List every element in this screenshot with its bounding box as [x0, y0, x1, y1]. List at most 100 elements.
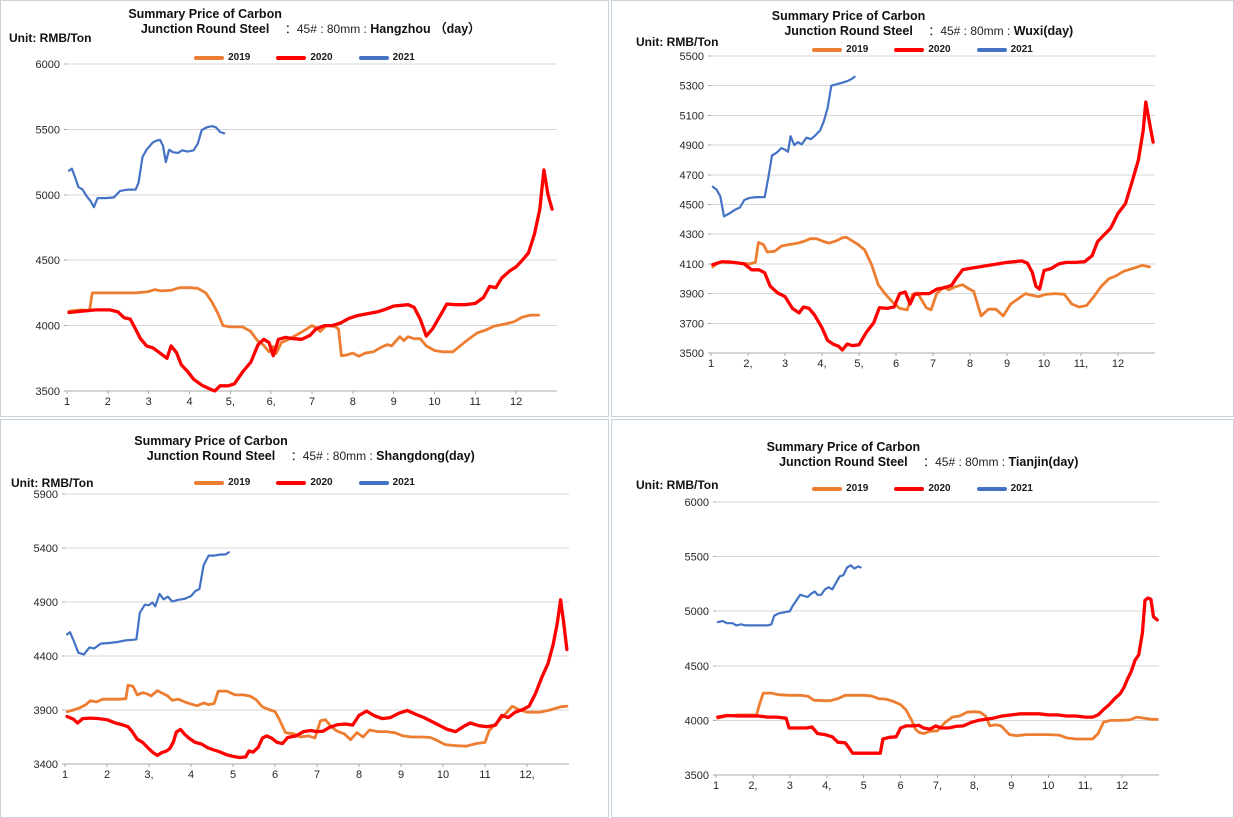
svg-text:11: 11	[479, 769, 490, 781]
legend-swatch-2021-icon	[976, 47, 1007, 52]
legend-item-2021: 2021	[976, 44, 1033, 55]
legend: 2019 2020 2021	[612, 44, 1233, 55]
svg-text:11: 11	[470, 396, 481, 408]
svg-text:4500: 4500	[680, 200, 704, 212]
svg-text:5500: 5500	[685, 552, 709, 564]
svg-text:3,: 3,	[144, 769, 153, 781]
svg-text:7: 7	[314, 769, 320, 781]
svg-text:5500: 5500	[680, 51, 704, 63]
chart-title-spec: ：45# : 80mm : Hangzhou （day）	[285, 18, 481, 37]
svg-text:6: 6	[893, 358, 899, 370]
svg-text:12,: 12,	[519, 769, 534, 781]
chart-title-main: Summary Price of Carbon Junction Round S…	[134, 434, 288, 464]
legend-label: 2020	[928, 44, 951, 55]
chart-title: Summary Price of Carbon Junction Round S…	[1, 434, 608, 464]
chart-title-main: Summary Price of Carbon Junction Round S…	[128, 7, 282, 37]
line-chart-shangdong: 5900 5400 4900 4400 3900 3400 1 2 3, 4 5 6 7 8 9 10 11 12…	[34, 489, 569, 781]
svg-text:3500: 3500	[685, 770, 709, 782]
svg-text:4: 4	[188, 769, 194, 781]
svg-text:1: 1	[713, 780, 719, 792]
svg-text:5500: 5500	[36, 124, 60, 136]
line-chart-tianjin: 6000 5500 5000 4500 4000 3500 1 2, 3 4, 5 6 7, 8, 9 10 1…	[685, 497, 1159, 792]
unit-label: Unit: RMB/Ton	[636, 35, 719, 49]
legend-item-2020: 2020	[894, 483, 951, 494]
legend-swatch-2021-icon	[358, 480, 389, 485]
legend: 2019 2020 2021	[612, 483, 1233, 494]
chart-title-main: Summary Price of Carbon Junction Round S…	[767, 440, 921, 470]
svg-text:9: 9	[391, 396, 397, 408]
svg-text:11,: 11,	[1078, 780, 1092, 792]
svg-text:1: 1	[708, 358, 714, 370]
svg-text:3900: 3900	[680, 289, 704, 301]
legend-item-2021: 2021	[976, 483, 1033, 494]
legend-label: 2020	[928, 483, 951, 494]
legend-swatch-2021-icon	[976, 486, 1007, 491]
svg-text:8,: 8,	[970, 780, 979, 792]
city-label: Hangzhou （day）	[370, 22, 481, 36]
svg-text:4500: 4500	[36, 255, 60, 267]
legend-swatch-2020-icon	[276, 480, 307, 485]
legend-label: 2021	[1010, 44, 1033, 55]
svg-text:8: 8	[967, 358, 973, 370]
svg-text:4900: 4900	[34, 597, 58, 609]
spec-text: ：45# : 80mm :	[928, 24, 1011, 38]
svg-text:5100: 5100	[680, 110, 704, 122]
legend-swatch-2021-icon	[358, 55, 389, 60]
svg-text:3: 3	[787, 780, 793, 792]
svg-text:6000: 6000	[685, 497, 709, 509]
svg-text:5,: 5,	[854, 358, 863, 370]
chart-title: Summary Price of Carbon Junction Round S…	[612, 440, 1233, 470]
svg-text:4900: 4900	[680, 140, 704, 152]
legend-item-2020: 2020	[894, 44, 951, 55]
legend-label: 2020	[310, 52, 333, 63]
svg-text:5400: 5400	[34, 543, 58, 555]
title-line2: Junction Round Steel	[784, 24, 913, 38]
chart-title-spec: ：45# : 80mm : Wuxi(day)	[928, 22, 1073, 39]
svg-text:8: 8	[356, 769, 362, 781]
svg-text:5: 5	[230, 769, 236, 781]
svg-text:4700: 4700	[680, 170, 704, 182]
legend-item-2019: 2019	[194, 477, 250, 488]
svg-text:6: 6	[898, 780, 904, 792]
legend-label: 2020	[310, 477, 333, 488]
spec-text: ：45# : 80mm :	[284, 22, 367, 36]
legend-item-2021: 2021	[358, 477, 415, 488]
legend-label: 2021	[392, 477, 415, 488]
svg-text:10: 10	[1038, 358, 1050, 370]
svg-text:5,: 5,	[226, 396, 235, 408]
svg-text:9: 9	[1004, 358, 1010, 370]
city-label: Wuxi(day)	[1013, 24, 1074, 38]
chart-title-spec: ：45# : 80mm : Shangdong(day)	[291, 447, 475, 464]
chart-panel-hangzhou: Summary Price of Carbon Junction Round S…	[0, 0, 609, 417]
svg-text:3: 3	[146, 396, 152, 408]
unit-label: Unit: RMB/Ton	[11, 476, 94, 490]
svg-text:2,: 2,	[743, 358, 752, 370]
title-line2: Junction Round Steel	[140, 22, 270, 36]
svg-text:5900: 5900	[34, 489, 58, 501]
svg-text:3900: 3900	[34, 705, 58, 717]
title-line1: Summary Price of Carbon	[134, 434, 288, 448]
svg-text:12: 12	[510, 396, 522, 408]
svg-text:9: 9	[1008, 780, 1014, 792]
svg-text:1: 1	[64, 396, 70, 408]
svg-text:2: 2	[104, 769, 110, 781]
title-line2: Junction Round Steel	[146, 449, 276, 463]
unit-label: Unit: RMB/Ton	[636, 478, 719, 492]
spec-text: ：45# : 80mm :	[923, 455, 1006, 469]
title-line2: Junction Round Steel	[779, 455, 908, 469]
svg-text:3500: 3500	[36, 386, 60, 398]
legend-swatch-2019-icon	[194, 480, 225, 485]
legend-label: 2019	[228, 477, 251, 488]
line-chart-wuxi: 5500 5300 5100 4900 4700 4500 4300 4100 3900 3700…	[680, 51, 1155, 370]
legend: 2019 2020 2021	[1, 477, 608, 488]
chart-title: Summary Price of Carbon Junction Round S…	[612, 9, 1233, 39]
svg-text:7,: 7,	[933, 780, 942, 792]
svg-text:11,: 11,	[1074, 358, 1088, 370]
svg-text:4400: 4400	[34, 651, 58, 663]
chart-panel-tianjin: Summary Price of Carbon Junction Round S…	[611, 419, 1234, 818]
svg-text:1: 1	[62, 769, 68, 781]
legend-swatch-2019-icon	[812, 47, 843, 52]
legend-item-2020: 2020	[276, 52, 333, 63]
svg-text:4,: 4,	[822, 780, 831, 792]
svg-text:3700: 3700	[680, 318, 704, 330]
